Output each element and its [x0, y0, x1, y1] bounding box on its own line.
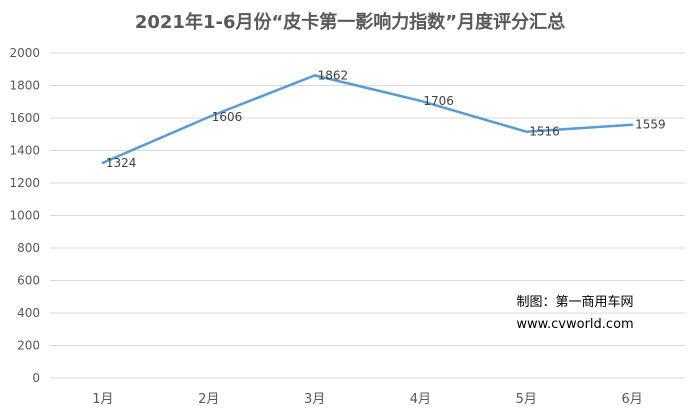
- x-tick-label: 2月: [198, 392, 219, 407]
- x-tick-label: 4月: [410, 392, 431, 407]
- data-label: 1862: [318, 68, 349, 82]
- y-axis-ticks: 0 200 400 600 800 1000 1200 1400 1600 1800 2000: [9, 46, 40, 385]
- series-line-0: [101, 74, 634, 165]
- y-tick-label: 200: [17, 339, 40, 353]
- y-tick-label: 0: [32, 371, 40, 385]
- y-tick-label: 400: [17, 306, 40, 320]
- y-tick-label: 1600: [9, 111, 40, 125]
- data-label: 1324: [106, 156, 137, 170]
- x-tick-label: 5月: [516, 392, 537, 407]
- chart-title: 2021年1-6月份“皮卡第一影响力指数”月度评分汇总: [135, 11, 565, 33]
- data-label: 1516: [529, 125, 560, 139]
- y-tick-label: 1000: [9, 209, 40, 223]
- data-labels: 1324 1606 1862 1706 1516 1559: [106, 68, 666, 169]
- data-label: 1606: [212, 110, 243, 124]
- credit-line-2: www.cvworld.com: [516, 317, 633, 332]
- y-tick-label: 800: [17, 241, 40, 255]
- y-tick-label: 1800: [9, 79, 40, 93]
- data-label: 1706: [423, 94, 454, 108]
- credit-line-1: 制图：第一商用车网: [516, 294, 633, 310]
- y-tick-label: 2000: [9, 46, 40, 60]
- y-tick-label: 1400: [9, 144, 40, 158]
- y-tick-label: 600: [17, 274, 40, 288]
- x-axis-ticks: 1月 2月 3月 4月 5月 6月: [92, 392, 642, 407]
- grid: [50, 52, 685, 379]
- series: [101, 74, 634, 165]
- x-tick-label: 1月: [92, 392, 113, 407]
- x-tick-label: 6月: [621, 392, 642, 407]
- x-tick-label: 3月: [304, 392, 325, 407]
- y-tick-label: 1200: [9, 176, 40, 190]
- data-label: 1559: [635, 118, 666, 132]
